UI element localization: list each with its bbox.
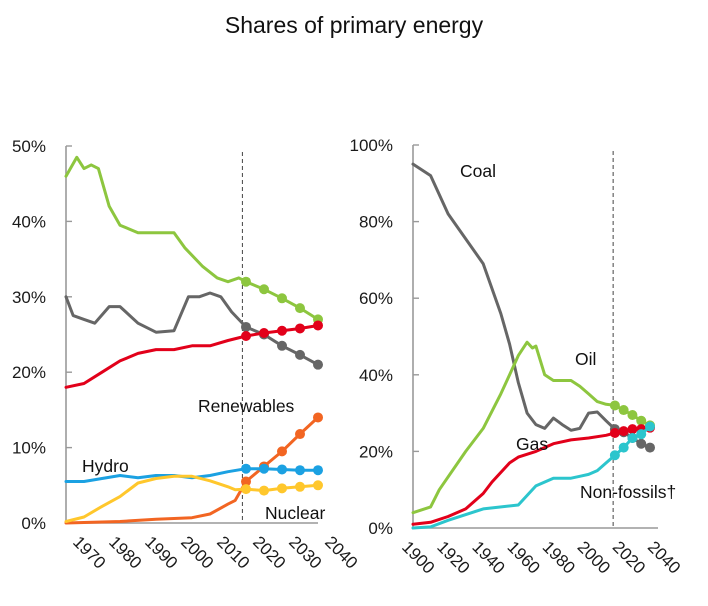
data-point [277,325,287,336]
x-tick-label: 1940 [468,537,508,577]
data-point [241,276,251,287]
data-point [259,284,269,295]
data-point [241,476,251,487]
data-point [277,446,287,457]
y-tick-label: 80% [359,213,393,232]
x-tick-label: 1920 [433,537,473,577]
y-tick-label: 20% [359,442,393,461]
series-oil [64,155,323,325]
y-tick-label: 30% [12,288,46,307]
data-point [645,421,655,432]
y-tick-label: 60% [359,289,393,308]
data-point [241,331,251,342]
data-point [295,481,305,492]
x-tick-label: 2010 [213,532,253,572]
series-label: Oil [575,349,596,369]
data-point [627,410,638,421]
y-tick-label: 10% [12,439,46,458]
data-point [313,412,323,423]
y-tick-label: 0% [368,519,393,538]
chart-title: Shares of primary energy [224,12,484,38]
series-line [64,474,320,523]
data-point [618,405,629,416]
left-chart: 0% 10% 20% 30% 40% 50% 19701980199020002010202… [12,137,361,573]
series-label: Coal [460,161,496,181]
x-tick-label: 1990 [141,532,181,572]
data-point [618,442,629,453]
series-hydro: Hydro [64,456,323,483]
x-tick-label: 2030 [285,532,325,572]
y-tick-label: 0% [21,514,46,533]
data-point [313,359,323,370]
series-label: Gas [516,434,548,454]
data-point [241,484,251,495]
y-tick-label: 20% [12,363,46,382]
x-tick-label: 1900 [398,537,438,577]
series-oil: Oil [411,340,655,515]
data-point [627,432,638,443]
data-point [636,415,647,426]
x-tick-label: 1960 [504,537,544,577]
data-point [313,465,323,476]
y-tick-label: 50% [12,137,46,156]
data-point [277,483,287,494]
data-point [295,303,305,314]
x-tick-label: 2000 [177,532,217,572]
data-point [295,429,305,440]
series-non-fossils: Non-fossils† [411,421,676,530]
data-point [295,349,305,360]
series-line [64,324,320,389]
data-point [609,400,620,411]
series-label: Non-fossils† [580,482,676,502]
x-tick-label: 2020 [609,537,649,577]
series-nuclear: Nuclear [64,474,325,523]
y-tick-label: 100% [350,136,393,155]
series-gas [64,320,323,389]
right-chart: 0%20%40%60%80%100%1900192019401960198020… [350,136,685,578]
data-point [636,429,647,440]
series-label: Nuclear [265,503,325,523]
data-point [259,485,269,496]
y-tick-label: 40% [359,366,393,385]
x-tick-label: 1980 [539,537,579,577]
data-point [259,327,269,338]
x-tick-label: 2040 [321,532,361,572]
data-point [636,438,647,449]
data-point [645,442,655,453]
data-point [313,320,323,331]
x-tick-label: 2040 [644,537,684,577]
data-point [618,426,629,437]
x-tick-label: 1970 [69,532,109,572]
data-point [295,465,305,476]
data-point [241,463,251,474]
data-point [627,424,638,435]
data-point [259,463,269,474]
x-tick-label: 2020 [249,532,289,572]
series-label: Renewables [198,396,295,416]
data-point [609,428,620,439]
x-tick-label: 1980 [105,532,145,572]
data-point [277,293,287,304]
data-point [277,464,287,475]
data-point [241,321,251,332]
series-line [64,155,320,321]
y-tick-label: 40% [12,212,46,231]
data-point [295,323,305,334]
data-point [313,480,323,491]
series-label: Hydro [82,456,129,476]
data-point [609,450,620,461]
x-tick-label: 2000 [574,537,614,577]
data-point [277,340,287,351]
